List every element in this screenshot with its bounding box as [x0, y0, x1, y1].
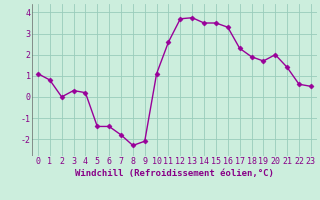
X-axis label: Windchill (Refroidissement éolien,°C): Windchill (Refroidissement éolien,°C)	[75, 169, 274, 178]
